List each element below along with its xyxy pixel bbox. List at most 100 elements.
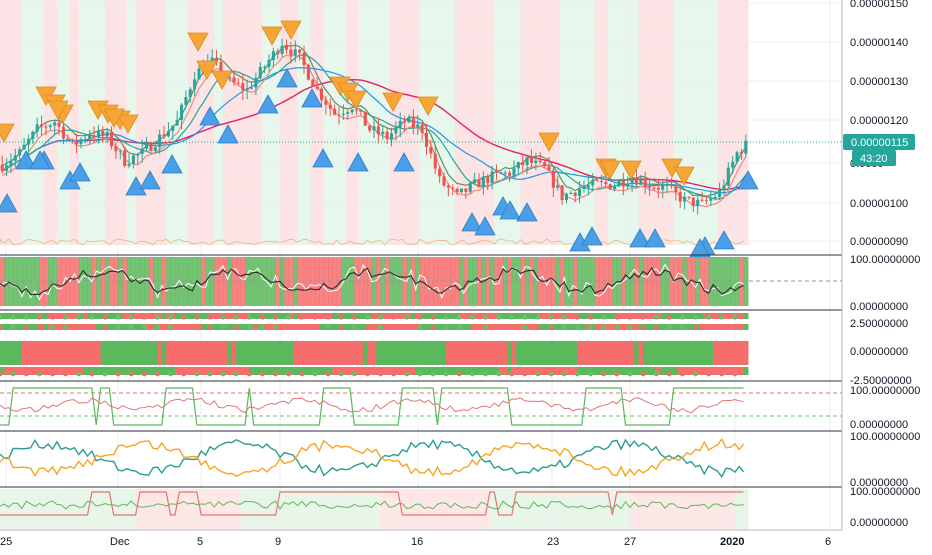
signal-band xyxy=(708,0,714,245)
current-price-badge[interactable]: 0.00000115 xyxy=(843,134,915,150)
pane1-bar xyxy=(157,257,163,306)
pane2-cell xyxy=(96,341,102,365)
time-scale[interactable]: 25 Dec 5 9 16 23 27 2020 6 xyxy=(0,529,932,550)
pane2-cell xyxy=(699,341,705,365)
pane2-cell xyxy=(721,367,727,375)
pane2-cell xyxy=(209,367,215,375)
pane2-cell xyxy=(328,341,333,365)
pane2-cell xyxy=(441,367,447,375)
pane2-cell xyxy=(555,313,561,319)
pane2-dot xyxy=(259,314,266,320)
pane1-bar xyxy=(113,257,119,306)
pane2-cell xyxy=(433,367,438,375)
pane5-band xyxy=(686,489,692,529)
pane2-cell xyxy=(551,313,557,319)
pane2-dot xyxy=(155,371,160,377)
oscillator-pane-4[interactable] xyxy=(0,438,745,478)
pane2-cell xyxy=(253,324,259,330)
candle-body xyxy=(403,120,407,123)
pane2-cell xyxy=(376,341,382,365)
pane2-dot xyxy=(194,371,200,377)
pane2-cell xyxy=(621,324,627,330)
pane2-cell xyxy=(384,313,390,319)
pane2-cell xyxy=(279,367,285,375)
candle-body xyxy=(582,187,586,190)
pane2-cell xyxy=(647,341,653,365)
sell-signal-marker xyxy=(345,90,367,110)
pane2-dot xyxy=(76,371,82,377)
pane5-band xyxy=(743,489,749,529)
pane2-cell xyxy=(174,313,180,319)
pane-separators[interactable] xyxy=(0,254,932,488)
pane2-cell xyxy=(231,341,237,365)
pane1-bar xyxy=(109,257,115,306)
pane2-cell xyxy=(188,341,193,365)
pane5-band xyxy=(695,489,701,529)
pane2-dot xyxy=(154,324,161,330)
candle-body xyxy=(656,187,660,190)
pane2-cell xyxy=(367,367,373,375)
pane2-cell xyxy=(214,313,220,319)
pane2-dot xyxy=(653,314,659,320)
pane5-band xyxy=(319,489,325,529)
candle-body xyxy=(648,186,652,188)
signal-band xyxy=(564,0,570,245)
pane2-dot xyxy=(627,324,633,330)
pane2-cell xyxy=(319,367,325,375)
candle-body xyxy=(525,157,529,166)
buy-signal-marker xyxy=(474,216,496,236)
signal-pane-2[interactable] xyxy=(0,313,749,377)
price-pane[interactable] xyxy=(0,20,842,258)
pane5-band xyxy=(52,489,58,529)
signal-band xyxy=(17,0,23,245)
pane2-cell xyxy=(139,367,145,375)
pane4-bottom-tick: 0.00000000 xyxy=(850,477,908,489)
price-scale[interactable]: 0.00000150 0.00000140 0.00000130 0.00000… xyxy=(841,0,932,530)
pane2-cell xyxy=(638,341,644,365)
candle-body xyxy=(61,126,65,139)
candle-body xyxy=(13,155,17,162)
pane5-band xyxy=(131,489,137,529)
pane2-cell xyxy=(113,367,119,375)
pane2-dot xyxy=(0,371,3,377)
pane2-cell xyxy=(485,313,491,319)
oscillator-pane-5[interactable] xyxy=(0,491,744,516)
pane2-cell xyxy=(113,341,119,365)
signal-band xyxy=(144,0,150,245)
pane2-cell xyxy=(743,313,749,319)
pane2-cell xyxy=(529,324,535,330)
oscillator-pane-1[interactable] xyxy=(0,257,842,306)
signal-band xyxy=(638,0,644,245)
signal-band xyxy=(616,0,622,245)
pane2-cell xyxy=(83,341,88,365)
pane2-dot xyxy=(391,324,397,330)
pane2-cell xyxy=(144,367,150,375)
candle-body xyxy=(153,147,157,152)
pane2-cell xyxy=(568,367,574,375)
pane2-cell xyxy=(349,367,355,375)
pane5-band xyxy=(310,489,316,529)
pane5-band xyxy=(546,489,552,529)
pane5-band xyxy=(249,489,255,529)
pane2-cell xyxy=(660,313,666,319)
pane5-band xyxy=(669,489,675,529)
time-label-year: 2020 xyxy=(720,536,744,548)
candle-body xyxy=(512,168,516,176)
pane2-mid-tick: 0.00000000 xyxy=(850,346,908,358)
pane2-cell xyxy=(629,313,635,319)
pane2-cell xyxy=(524,367,530,375)
pane2-cell xyxy=(223,313,228,319)
pane2-cell xyxy=(472,313,478,319)
pane2-cell xyxy=(188,313,193,319)
pane1-bar xyxy=(297,257,303,306)
sell-signal-marker xyxy=(47,100,69,120)
pane2-cell xyxy=(196,341,202,365)
pane1-bar xyxy=(660,257,666,306)
pane1-bar xyxy=(380,257,386,306)
signal-band xyxy=(498,0,504,245)
candle-body xyxy=(661,185,665,190)
pane5-band xyxy=(678,489,683,529)
oscillator-pane-3[interactable] xyxy=(0,387,842,426)
